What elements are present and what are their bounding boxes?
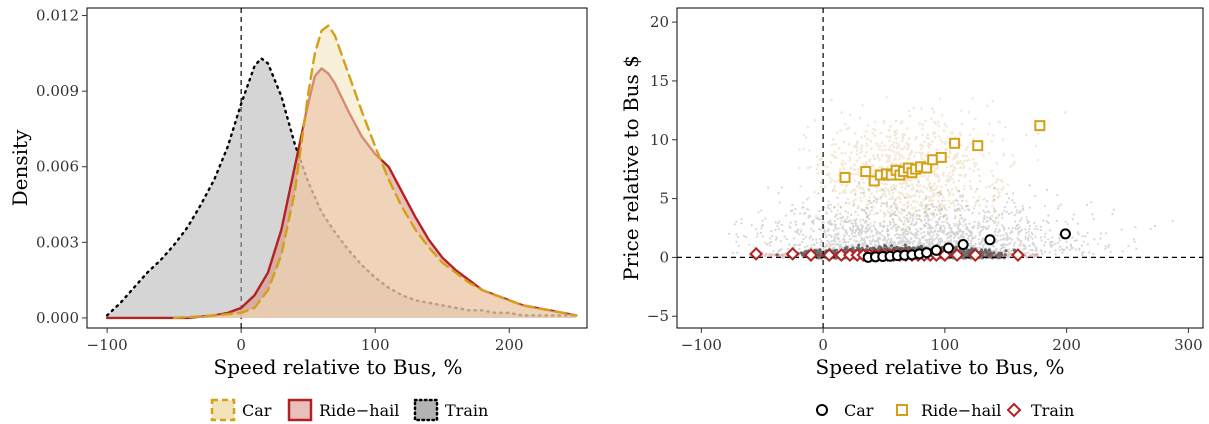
legend-label-train-scatter: Train xyxy=(1031,401,1074,420)
density-legend: Car Ride−hail Train xyxy=(210,398,488,422)
legend-key-ride-hail xyxy=(287,398,313,422)
scatter-point-ride-hail xyxy=(868,175,880,187)
density-y-tick-label: 0.003 xyxy=(36,233,79,251)
density-x-tick-label: 100 xyxy=(361,336,390,354)
scatter-x-tick-label: 200 xyxy=(1052,336,1081,354)
scatter-cloud-ride-hail xyxy=(797,96,1067,235)
scatter-point-train xyxy=(749,246,764,261)
scatter-point-train xyxy=(968,248,983,262)
density-x-tick-label: −100 xyxy=(87,336,128,354)
density-areas xyxy=(105,24,578,320)
scatter-point-ride-hail xyxy=(860,166,872,178)
density-y-ticks: 0.000 0.003 0.006 0.009 0.012 xyxy=(36,7,87,327)
legend-marker-ride-hail xyxy=(896,404,908,416)
density-x-ticks: −100 0 100 200 xyxy=(87,328,524,354)
scatter-y-tick-label: 20 xyxy=(650,13,669,31)
scatter-y-tick-label: 10 xyxy=(650,131,669,149)
scatter-point-car xyxy=(943,242,955,254)
legend-label-ride-hail: Ride−hail xyxy=(319,401,399,420)
density-y-tick-label: 0.006 xyxy=(36,158,79,176)
scatter-panel: −100 0 100 200 300 −5 0 5 10 15 20 Speed relative… xyxy=(619,7,1204,420)
scatter-point-ride-hail xyxy=(839,171,851,183)
density-x-tick-label: 200 xyxy=(495,336,524,354)
density-area-car xyxy=(174,25,577,318)
scatter-point-car xyxy=(1059,228,1071,240)
scatter-y-tick-label: 0 xyxy=(659,248,669,266)
scatter-y-ticks: −5 0 5 10 15 20 xyxy=(647,13,677,325)
scatter-point-ride-hail xyxy=(949,137,961,149)
density-line-car xyxy=(172,24,578,320)
legend-label-car: Car xyxy=(242,401,272,420)
scatter-point-ride-hail xyxy=(921,162,933,174)
legend-key-train xyxy=(413,398,439,422)
scatter-point-train xyxy=(1011,248,1025,262)
scatter-plot-frame xyxy=(676,7,1204,329)
scatter-point-car xyxy=(930,244,942,256)
scatter-x-tick-label: 300 xyxy=(1174,336,1203,354)
density-area-train xyxy=(107,58,577,318)
density-y-tick-label: 0.009 xyxy=(36,82,79,100)
scatter-point-train xyxy=(785,246,800,261)
scatter-point-car xyxy=(984,234,996,246)
scatter-y-tick-label: 15 xyxy=(650,72,669,90)
scatter-x-tick-label: 0 xyxy=(818,336,828,354)
legend-marker-train xyxy=(1006,402,1022,418)
scatter-point-train xyxy=(822,248,837,262)
legend-marker-car xyxy=(816,404,828,416)
scatter-point-ride-hail xyxy=(972,140,984,152)
scatter-y-tick-label: −5 xyxy=(647,307,669,325)
scatter-y-axis-title: Price relative to Bus $ xyxy=(619,55,643,281)
scatter-point-train xyxy=(804,248,818,262)
scatter-point-car xyxy=(921,247,933,259)
scatter-legend: Car Ride−hail Train xyxy=(816,401,1074,420)
legend-label-car-scatter: Car xyxy=(844,401,874,420)
density-panel: −100 0 100 200 0.000 0.003 0.006 0.009 0.012 Sp… xyxy=(8,7,588,422)
scatter-y-tick-label: 5 xyxy=(659,190,669,208)
scatter-x-tick-label: 100 xyxy=(931,336,960,354)
density-x-tick-label: 0 xyxy=(236,336,246,354)
scatter-point-ride-hail xyxy=(935,151,947,163)
legend-key-car xyxy=(210,398,236,422)
density-x-axis-title: Speed relative to Bus, % xyxy=(214,355,463,379)
scatter-points xyxy=(749,120,1071,263)
scatter-x-axis-title: Speed relative to Bus, % xyxy=(816,355,1065,379)
scatter-x-ticks: −100 0 100 200 300 xyxy=(681,328,1203,354)
density-y-axis-title: Density xyxy=(8,129,32,206)
density-plot-frame xyxy=(86,7,588,329)
scatter-point-ride-hail xyxy=(1034,120,1046,132)
legend-label-ride-hail-scatter: Ride−hail xyxy=(921,401,1001,420)
density-y-tick-label: 0.012 xyxy=(36,7,79,25)
scatter-point-train xyxy=(950,248,964,262)
density-y-tick-label: 0.000 xyxy=(36,309,79,327)
legend-label-train: Train xyxy=(445,401,488,420)
scatter-x-tick-label: −100 xyxy=(681,336,722,354)
scatter-point-car xyxy=(957,238,969,250)
